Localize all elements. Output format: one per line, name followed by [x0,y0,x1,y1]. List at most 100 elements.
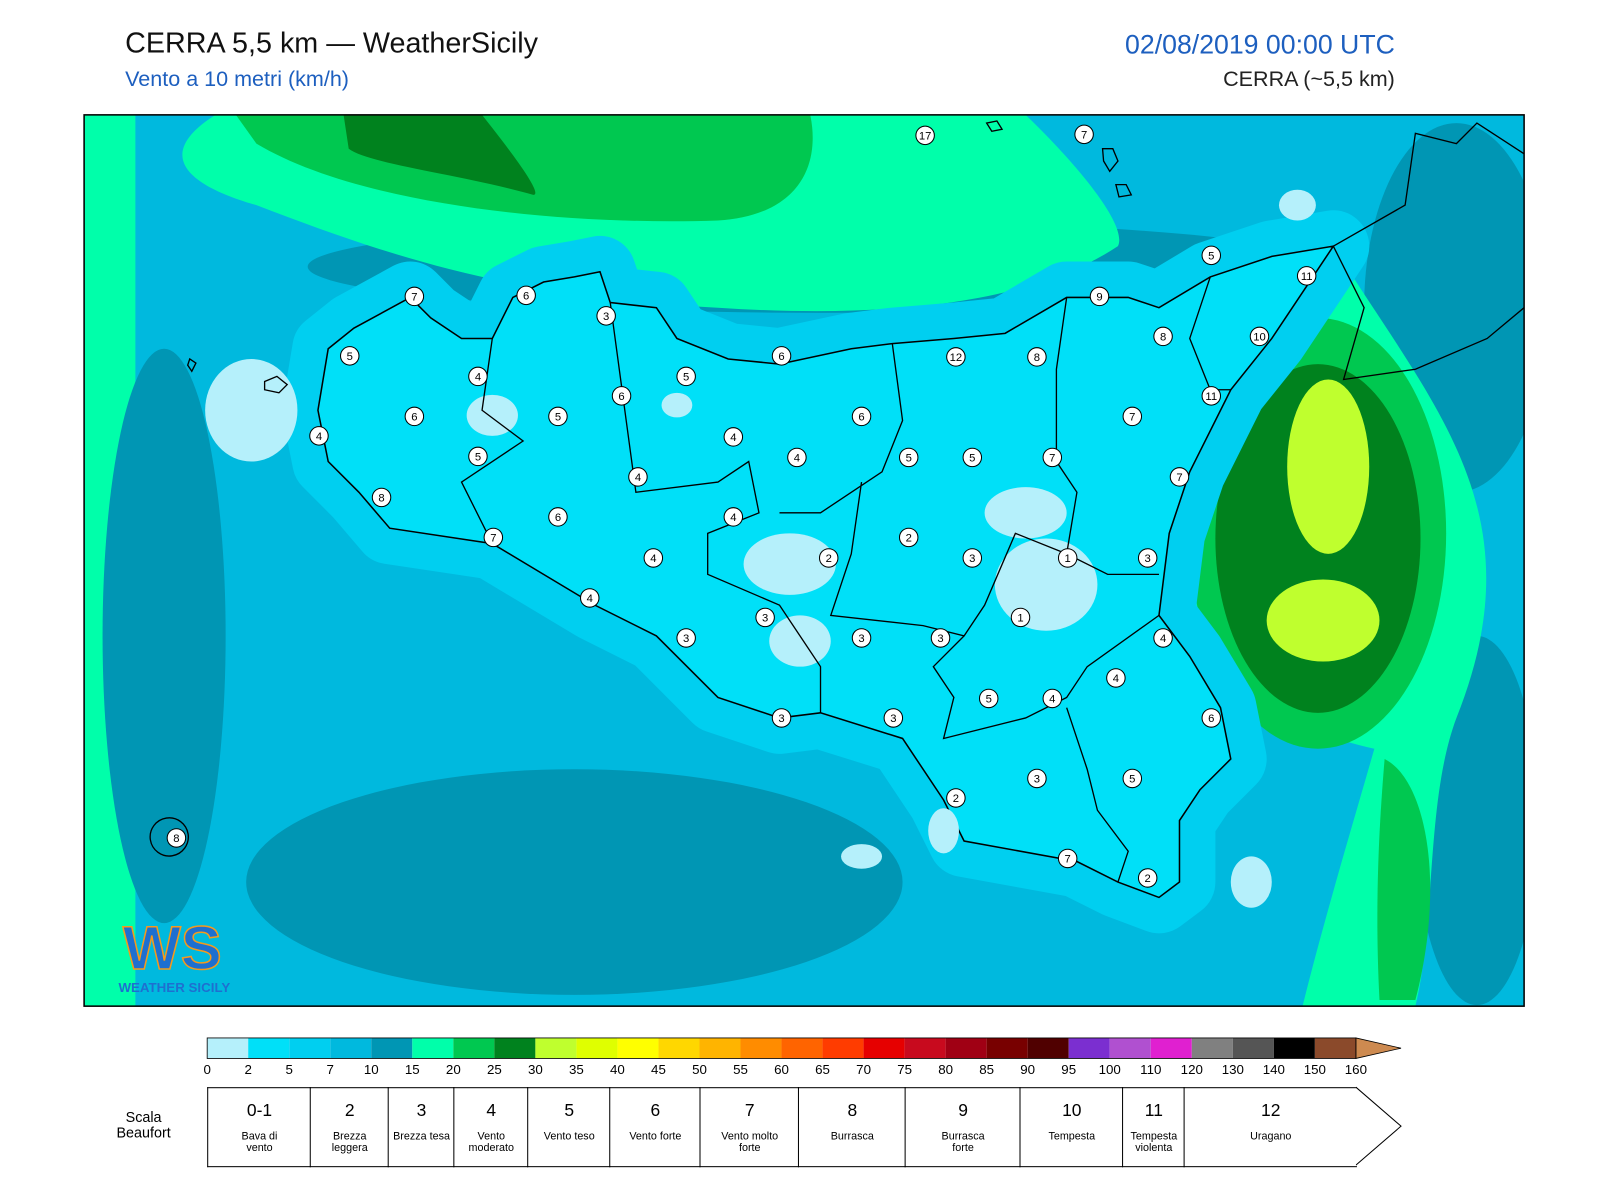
station-value: 9 [1096,292,1102,304]
station-marker [1057,548,1078,568]
station-value: 2 [953,793,959,805]
station-value: 7 [1065,854,1071,866]
colorbar-box [986,1037,1028,1059]
colorbar-tick-label: 130 [1222,1062,1244,1077]
station-value: 3 [778,713,784,725]
station-marker [1074,124,1094,145]
station-value: 5 [1208,250,1214,262]
station-value: 6 [1208,713,1214,725]
station-value: 2 [906,533,912,545]
logo-mark: WS [123,914,222,983]
station-marker [404,406,425,427]
station-marker [371,487,392,508]
station-marker [1153,326,1173,347]
beaufort-cell: 12 Uragano [1183,1087,1357,1168]
station-marker [1122,768,1143,789]
beaufort-arrow-shape [1355,1086,1402,1166]
station-value: 3 [603,311,609,323]
station-marker [1027,347,1047,367]
beaufort-cell: 11 Tempesta violenta [1122,1087,1185,1168]
beaufort-cell: 2 Brezza leggera [309,1087,389,1168]
beaufort-label: Brezza tesa [393,1130,450,1143]
station-marker [676,628,696,648]
colorbar-box [1273,1037,1315,1059]
beaufort-force: 3 [416,1100,427,1120]
station-value: 4 [316,431,322,443]
station-value: 1 [1017,613,1023,625]
station-marker [1027,768,1047,789]
station-marker [1106,668,1126,688]
station-marker [611,386,632,406]
colorbar-tick-label: 5 [286,1062,293,1077]
colorbar-box [781,1037,823,1059]
colorbar-box [699,1037,741,1059]
title: CERRA 5,5 km — WeatherSicily [125,26,538,59]
station-marker [483,527,504,548]
station-marker [771,708,792,728]
subtitle: Vento a 10 metri (km/h) [125,67,349,92]
beaufort-force: 8 [847,1100,858,1120]
colorbar-box [740,1037,782,1059]
beaufort-cell: 9 Burrasca forte [904,1087,1021,1168]
colorbar-tick-label: 7 [327,1062,334,1077]
colorbar-box [1027,1037,1069,1059]
colorbar-box [1232,1037,1274,1059]
logo-text: WEATHER SICILY [118,980,230,995]
colorbar-box [535,1037,577,1059]
station-value: 3 [1145,553,1151,565]
colorbar-tick-label: 15 [405,1062,420,1077]
beaufort-label: Bava di vento [241,1130,278,1154]
station-marker [1010,607,1031,628]
colorbar-box [658,1037,700,1059]
station-marker [643,548,664,568]
station-marker [548,507,568,527]
station-value: 8 [173,833,179,845]
station-value: 5 [683,372,689,384]
station-value: 5 [1129,774,1135,786]
colorbar-tick-label: 95 [1061,1062,1076,1077]
station-marker [548,406,568,427]
colorbar-tick-label: 50 [692,1062,707,1077]
datetime: 02/08/2019 00:00 UTC [1125,28,1395,60]
beaufort-force: 7 [744,1100,755,1120]
station-marker [851,406,872,427]
station-marker [309,426,329,446]
station-value: 12 [950,352,963,364]
beaufort-label: Uragano [1250,1130,1292,1143]
station-value: 3 [858,633,864,645]
beaufort-label: Brezza leggera [331,1130,368,1154]
colorbar-box [1314,1037,1356,1059]
station-marker [1089,286,1110,307]
station-marker [468,366,488,387]
colorbar-tick-label: 35 [569,1062,584,1077]
colorbar-tick-label: 10 [364,1062,379,1077]
station-marker [676,366,696,387]
station-marker [915,125,935,146]
station-marker [787,447,807,468]
station-marker [1042,688,1063,709]
colorbar-box [1191,1037,1233,1059]
station-value: 4 [587,593,593,605]
station-value: 4 [1160,633,1166,645]
station-marker [1057,848,1078,869]
station-marker [771,346,792,366]
station-value: 4 [730,512,736,524]
beaufort-arrow [1355,1086,1402,1166]
station-marker [1169,467,1190,487]
colorbar-tick-label: 75 [897,1062,912,1077]
station-value: 5 [986,694,992,706]
station-marker [898,527,919,548]
station-value: 5 [347,351,353,363]
beaufort-label: Burrasca forte [941,1130,985,1154]
colorbar-tick-label: 85 [979,1062,994,1077]
beaufort-label: Burrasca [830,1130,874,1143]
station-marker [404,286,425,307]
station-value: 5 [969,453,975,465]
beaufort-cell: 0-1 Bava di vento [207,1087,311,1168]
station-marker [946,347,966,367]
station-value: 2 [1145,873,1151,885]
colorbar-box [617,1037,659,1059]
